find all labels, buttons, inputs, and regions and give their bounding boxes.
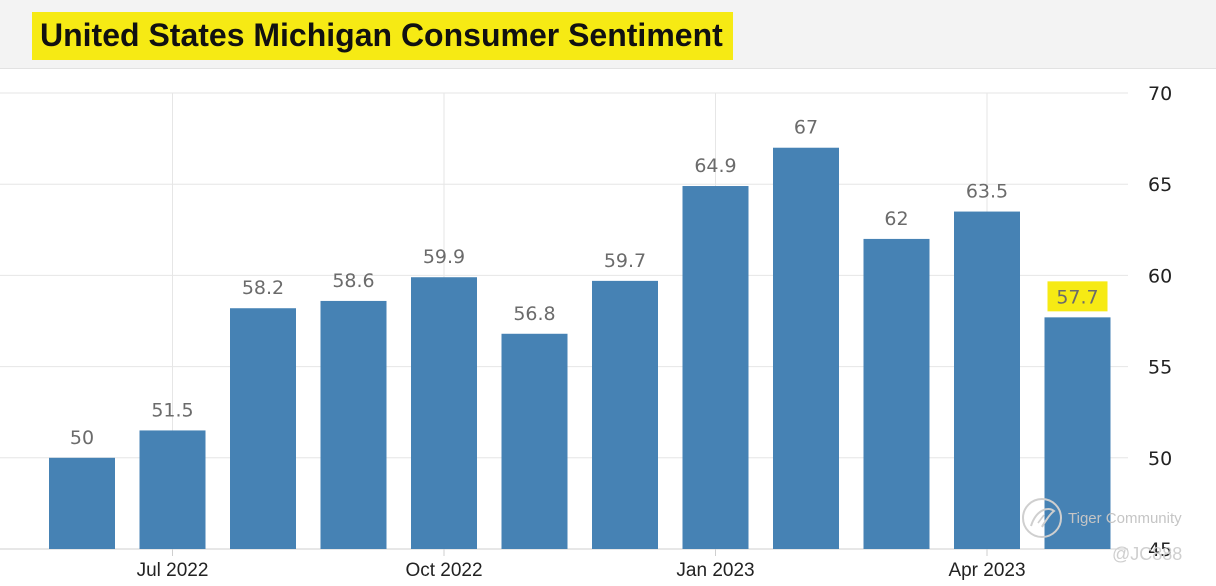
y-tick-label: 55 <box>1148 357 1172 379</box>
bar-value-label: 57.7 <box>1056 286 1098 308</box>
bar-value-label: 51.5 <box>151 399 193 421</box>
tiger-logo-icon <box>1022 498 1062 538</box>
watermark-brand: Tiger Community <box>1068 510 1182 527</box>
bar-value-label: 59.7 <box>604 250 646 272</box>
y-tick-label: 45 <box>1148 539 1172 561</box>
x-tick-label: Jul 2022 <box>137 560 209 581</box>
bar-value-label: 67 <box>794 117 818 139</box>
bar <box>954 211 1020 549</box>
bar-value-label: 64.9 <box>694 155 736 177</box>
bar <box>501 333 568 549</box>
bar <box>139 430 206 549</box>
y-tick-label: 70 <box>1148 83 1172 105</box>
bar <box>592 280 658 549</box>
watermark-handle: @JC888 <box>1112 544 1183 564</box>
bar-value-label: 59.9 <box>423 246 465 268</box>
value-label-highlight <box>1047 281 1108 312</box>
y-tick-label: 65 <box>1148 174 1172 196</box>
bar <box>230 308 296 549</box>
y-tick-label: 50 <box>1148 448 1172 470</box>
watermark: Tiger Community @JC888 <box>1020 496 1210 582</box>
bar-value-label: 58.2 <box>242 277 284 299</box>
bar <box>1044 317 1111 549</box>
x-tick-label: Jan 2023 <box>676 560 754 581</box>
bar <box>863 238 930 550</box>
bar <box>411 277 477 549</box>
bar <box>320 300 387 549</box>
x-tick-label: Apr 2023 <box>948 560 1025 581</box>
bar-value-label: 58.6 <box>332 270 374 292</box>
bar-value-label: 50 <box>70 427 94 449</box>
y-tick-label: 60 <box>1148 265 1172 287</box>
bar-value-label: 56.8 <box>513 303 555 325</box>
bar-value-label: 62 <box>884 208 908 230</box>
bar <box>49 457 115 549</box>
x-tick-label: Oct 2022 <box>405 560 482 581</box>
bar <box>682 186 749 550</box>
chart-title: United States Michigan Consumer Sentimen… <box>32 12 733 60</box>
bar-value-label: 63.5 <box>966 181 1008 203</box>
bar <box>773 147 839 549</box>
